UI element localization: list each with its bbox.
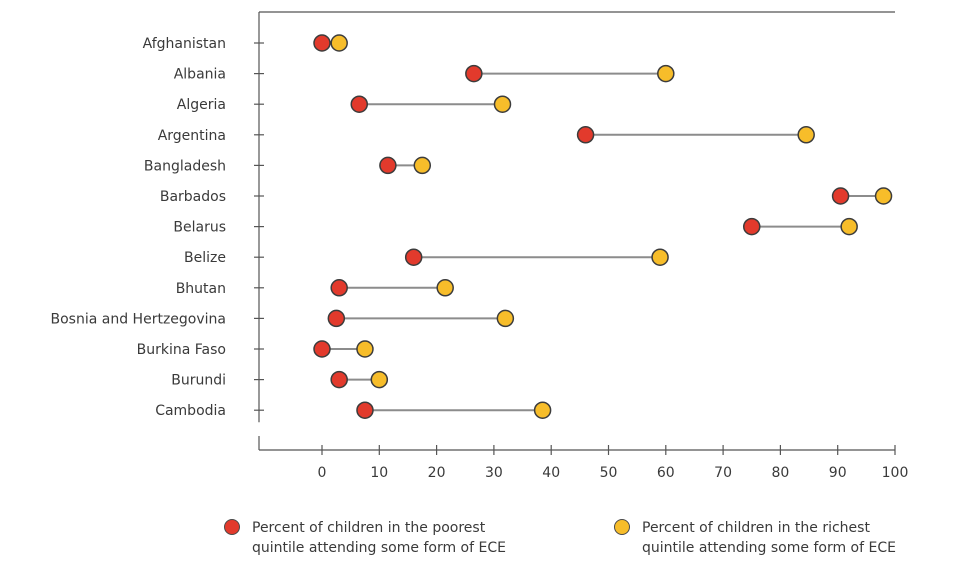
- x-tick-label: 40: [542, 465, 560, 481]
- chart-area: Afghanistan Albania Algeria Argentina Bangla…: [51, 11, 909, 481]
- point-richest: [356, 340, 374, 358]
- point-poorest: [313, 34, 331, 52]
- x-tick-label: 50: [600, 465, 618, 481]
- legend-label-poorest: Percent of children in the poorest quint…: [252, 520, 506, 556]
- axes: [258, 11, 895, 451]
- category-label: Belize: [184, 250, 226, 266]
- point-richest: [330, 34, 348, 52]
- category-labels: Afghanistan Albania Algeria Argentina Bangla…: [51, 36, 264, 419]
- point-poorest: [465, 64, 483, 83]
- category-label: Bhutan: [176, 281, 226, 297]
- legend-label-richest: Percent of children in the richest quint…: [642, 520, 896, 556]
- point-richest: [657, 64, 675, 83]
- x-tick-label: 80: [771, 465, 789, 481]
- point-richest: [436, 279, 454, 297]
- point-poorest: [356, 401, 374, 419]
- point-richest: [496, 309, 515, 328]
- point-poorest: [576, 126, 595, 144]
- legend-marker-richest: [614, 519, 630, 535]
- data-points: [313, 34, 893, 419]
- point-poorest: [404, 248, 423, 266]
- point-poorest: [831, 187, 850, 205]
- point-richest: [370, 370, 389, 389]
- x-tick-label: 70: [714, 465, 732, 481]
- category-label: Bosnia and Hertzegovina: [51, 311, 226, 327]
- point-poorest: [350, 95, 368, 113]
- x-tick-label: 100: [882, 465, 909, 481]
- category-label: Argentina: [158, 128, 226, 144]
- category-label: Algeria: [177, 97, 226, 113]
- point-poorest: [330, 279, 348, 297]
- x-tick-label: 10: [370, 465, 388, 481]
- point-richest: [413, 156, 432, 175]
- category-label: Albania: [174, 67, 226, 83]
- point-poorest: [327, 309, 346, 328]
- category-label: Burkina Faso: [137, 342, 226, 358]
- point-richest: [651, 248, 669, 266]
- x-tick-label: 30: [485, 465, 503, 481]
- category-label: Burundi: [171, 373, 226, 389]
- category-label: Afghanistan: [143, 36, 226, 52]
- legend-item-poorest: Percent of children in the poorest quint…: [224, 518, 572, 558]
- point-poorest: [313, 340, 331, 358]
- category-label: Cambodia: [155, 403, 226, 419]
- connectors: [322, 42, 884, 412]
- x-axis-ticks: 0 10 20 30 40 50 60 70 80 90 100: [318, 445, 909, 481]
- point-poorest: [743, 217, 761, 236]
- point-richest: [874, 187, 893, 205]
- x-tick-label: 0: [318, 465, 327, 481]
- x-tick-label: 20: [428, 465, 446, 481]
- category-label: Barbados: [160, 189, 226, 205]
- legend-marker-poorest: [224, 519, 240, 535]
- category-label: Bangladesh: [144, 158, 226, 174]
- point-richest: [493, 95, 512, 113]
- x-tick-label: 90: [829, 465, 847, 481]
- point-richest: [533, 401, 552, 419]
- category-label: Belarus: [173, 220, 226, 236]
- point-poorest: [330, 370, 348, 389]
- point-richest: [840, 217, 858, 236]
- point-poorest: [379, 156, 397, 175]
- legend-item-richest: Percent of children in the richest quint…: [614, 518, 955, 558]
- x-tick-label: 60: [657, 465, 675, 481]
- point-richest: [797, 126, 815, 144]
